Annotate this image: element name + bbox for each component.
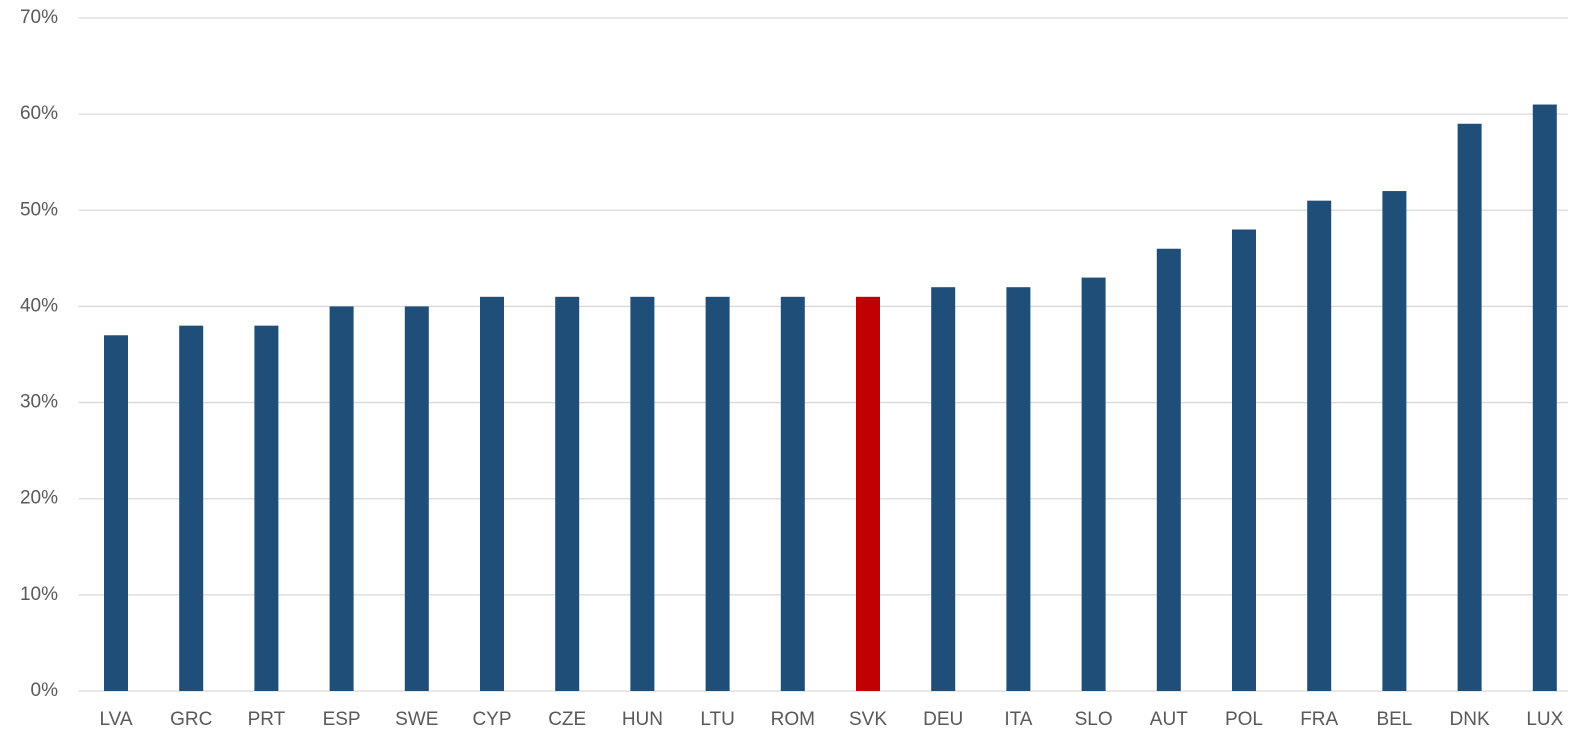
bar [1232,229,1256,691]
x-tick-label: SVK [849,709,887,730]
bar [179,325,204,691]
x-tick-label: LVA [99,709,132,730]
bar [404,306,429,691]
x-tick-label: SWE [395,709,438,730]
bar [1382,191,1407,692]
x-tick-label: BEL [1376,709,1412,730]
x-tick-label: FRA [1300,709,1338,730]
bar [856,296,880,691]
x-tick-label: LUX [1526,709,1563,730]
x-tick-label: CZE [548,709,586,730]
bar [630,296,655,691]
x-tick-label: HUN [622,709,663,730]
bar [1307,200,1332,691]
x-tick-label: CYP [472,709,511,730]
y-tick-label: 40% [20,295,58,316]
bar [329,306,354,691]
bar [780,296,805,691]
x-tick-label: ITA [1004,709,1032,730]
y-tick-label: 70% [20,7,58,28]
bar [1081,277,1106,691]
x-tick-label: AUT [1150,709,1188,730]
bar [705,296,730,691]
x-tick-label: DEU [923,709,963,730]
bar [480,296,504,691]
x-tick-label: LTU [700,709,734,730]
x-tick-label: ESP [323,709,361,730]
x-tick-label: PRT [248,709,286,730]
bar [254,325,279,691]
bar [555,296,580,691]
bar [1006,287,1031,691]
x-tick-label: POL [1225,709,1263,730]
y-tick-label: 50% [20,199,58,220]
x-tick-label: GRC [170,709,212,730]
bar [1457,123,1482,691]
y-tick-label: 60% [20,103,58,124]
x-tick-label: DNK [1450,709,1490,730]
y-tick-label: 10% [20,584,58,605]
bar [104,335,128,691]
y-tick-label: 0% [31,680,59,701]
y-tick-label: 20% [20,488,58,509]
bar [1156,248,1181,691]
x-tick-label: SLO [1075,709,1113,730]
x-tick-label: ROM [771,709,815,730]
y-tick-label: 30% [20,392,58,413]
bar [931,287,956,691]
bar [1532,104,1557,692]
